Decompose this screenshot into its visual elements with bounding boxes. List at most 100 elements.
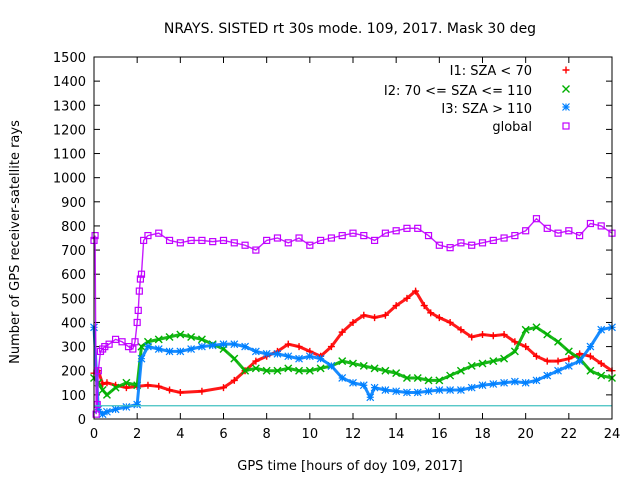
- data-point: [467, 383, 476, 392]
- data-point: [554, 357, 562, 365]
- data-point: [131, 338, 139, 346]
- data-point: [349, 378, 357, 387]
- x-tick-label: 6: [219, 427, 227, 442]
- data-point: [252, 357, 260, 365]
- x-tick-label: 2: [133, 427, 141, 442]
- data-point: [360, 231, 368, 240]
- x-tick-label: 24: [604, 427, 621, 442]
- x-tick-label: 14: [388, 427, 405, 442]
- data-point: [176, 330, 185, 339]
- data-point: [136, 275, 145, 283]
- y-tick-label: 100: [61, 389, 86, 404]
- data-point: [219, 236, 228, 245]
- data-point: [111, 405, 120, 414]
- data-point: [137, 354, 146, 363]
- data-point: [144, 381, 152, 389]
- data-point: [532, 376, 541, 385]
- data-point: [98, 410, 107, 419]
- data-point: [564, 361, 573, 370]
- data-point: [349, 359, 357, 368]
- data-point: [176, 347, 185, 356]
- data-point: [414, 224, 422, 232]
- data-point: [500, 234, 508, 242]
- data-point: [103, 407, 111, 416]
- data-point: [316, 354, 325, 363]
- data-point: [103, 379, 111, 387]
- data-point: [327, 234, 336, 242]
- data-point: [155, 382, 163, 390]
- data-point: [403, 294, 411, 302]
- data-point: [456, 386, 465, 394]
- data-point: [392, 387, 401, 396]
- data-point: [402, 373, 411, 382]
- legend-marker: [562, 103, 570, 111]
- data-point: [241, 241, 249, 249]
- data-point: [554, 366, 562, 375]
- x-tick-label: 8: [263, 427, 271, 442]
- data-point: [197, 335, 206, 344]
- data-point: [424, 231, 433, 240]
- series-trace: [93, 288, 613, 394]
- y-tick-label: 0: [78, 413, 86, 428]
- data-point: [510, 377, 519, 386]
- data-point: [427, 309, 435, 317]
- data-point: [359, 361, 368, 370]
- y-tick-label: 300: [61, 341, 86, 356]
- data-point: [338, 231, 346, 240]
- data-point: [543, 330, 552, 339]
- data-point: [220, 384, 227, 392]
- y-tick-label: 800: [61, 220, 86, 235]
- data-point: [468, 333, 476, 341]
- chart-title: NRAYS. SISTED rt 30s mode. 109, 2017. Ma…: [164, 21, 536, 37]
- data-point: [251, 347, 260, 356]
- data-point: [359, 381, 368, 390]
- data-point: [154, 335, 163, 344]
- data-point: [137, 270, 146, 278]
- data-point: [575, 357, 584, 366]
- data-point: [597, 222, 605, 230]
- data-point: [532, 323, 541, 332]
- data-point: [511, 338, 519, 346]
- data-point: [576, 350, 584, 358]
- legend-label-i2: I2: 70 <= SZA <= 110: [384, 84, 532, 99]
- data-point: [371, 314, 379, 322]
- data-point: [305, 366, 314, 375]
- data-point: [392, 227, 400, 235]
- data-point: [597, 359, 605, 367]
- data-point: [532, 215, 541, 223]
- data-point: [478, 359, 487, 368]
- x-tick-label: 16: [431, 427, 448, 442]
- data-point: [230, 239, 238, 247]
- legend-label-i3: I3: SZA > 110: [441, 102, 532, 117]
- data-point: [413, 373, 422, 382]
- data-point: [381, 386, 390, 394]
- data-point: [241, 366, 250, 375]
- data-point: [338, 374, 347, 382]
- data-point: [510, 347, 519, 356]
- data-point: [522, 227, 530, 235]
- legend-marker: [562, 122, 570, 130]
- x-axis-label: GPS time [hours of doy 109, 2017]: [237, 459, 462, 474]
- data-point: [122, 378, 131, 387]
- x-tick-label: 18: [474, 427, 491, 442]
- data-point: [403, 388, 411, 397]
- x-tick-label: 12: [345, 427, 362, 442]
- data-point: [273, 349, 282, 358]
- data-point: [392, 302, 400, 310]
- data-series: [90, 215, 616, 419]
- data-point: [366, 393, 375, 402]
- data-point: [457, 239, 465, 247]
- data-point: [295, 366, 304, 375]
- data-point: [197, 342, 206, 351]
- data-point: [446, 386, 455, 394]
- data-point: [165, 347, 174, 356]
- data-point: [543, 224, 551, 232]
- data-point: [424, 387, 433, 396]
- data-point: [564, 347, 573, 356]
- data-point: [187, 332, 196, 341]
- data-point: [284, 352, 293, 361]
- data-point: [122, 384, 130, 392]
- series-2: [90, 323, 616, 419]
- data-point: [435, 376, 444, 385]
- x-tick-label: 10: [302, 427, 319, 442]
